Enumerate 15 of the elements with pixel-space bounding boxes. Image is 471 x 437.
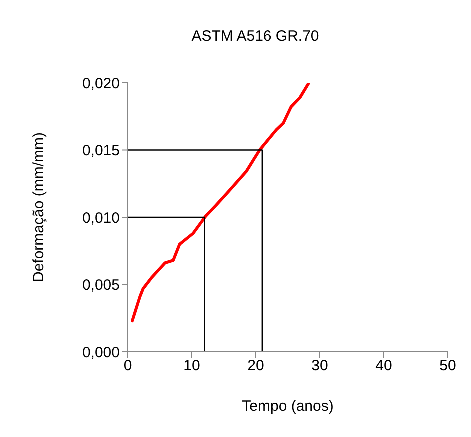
x-tick-label: 0 [124,358,132,375]
y-tick-label: 0,020 [82,75,120,92]
y-tick-label: 0,000 [82,344,120,362]
x-tick-label: 50 [440,358,456,375]
y-tick-label: 0,015 [82,142,120,160]
chart-title: ASTM A516 GR.70 [190,28,320,45]
x-axis-title: Tempo (anos) [242,398,334,415]
x-tick-label: 10 [184,358,200,375]
x-tick-label: 20 [248,358,264,375]
x-tick-label: 40 [376,358,392,375]
line-series [130,83,311,323]
x-tick-label: 30 [312,358,328,375]
y-tick-label: 0,005 [82,277,120,294]
y-axis-title: Deformação (mm/mm) [30,132,48,283]
y-tick-label: 0,010 [82,210,120,227]
